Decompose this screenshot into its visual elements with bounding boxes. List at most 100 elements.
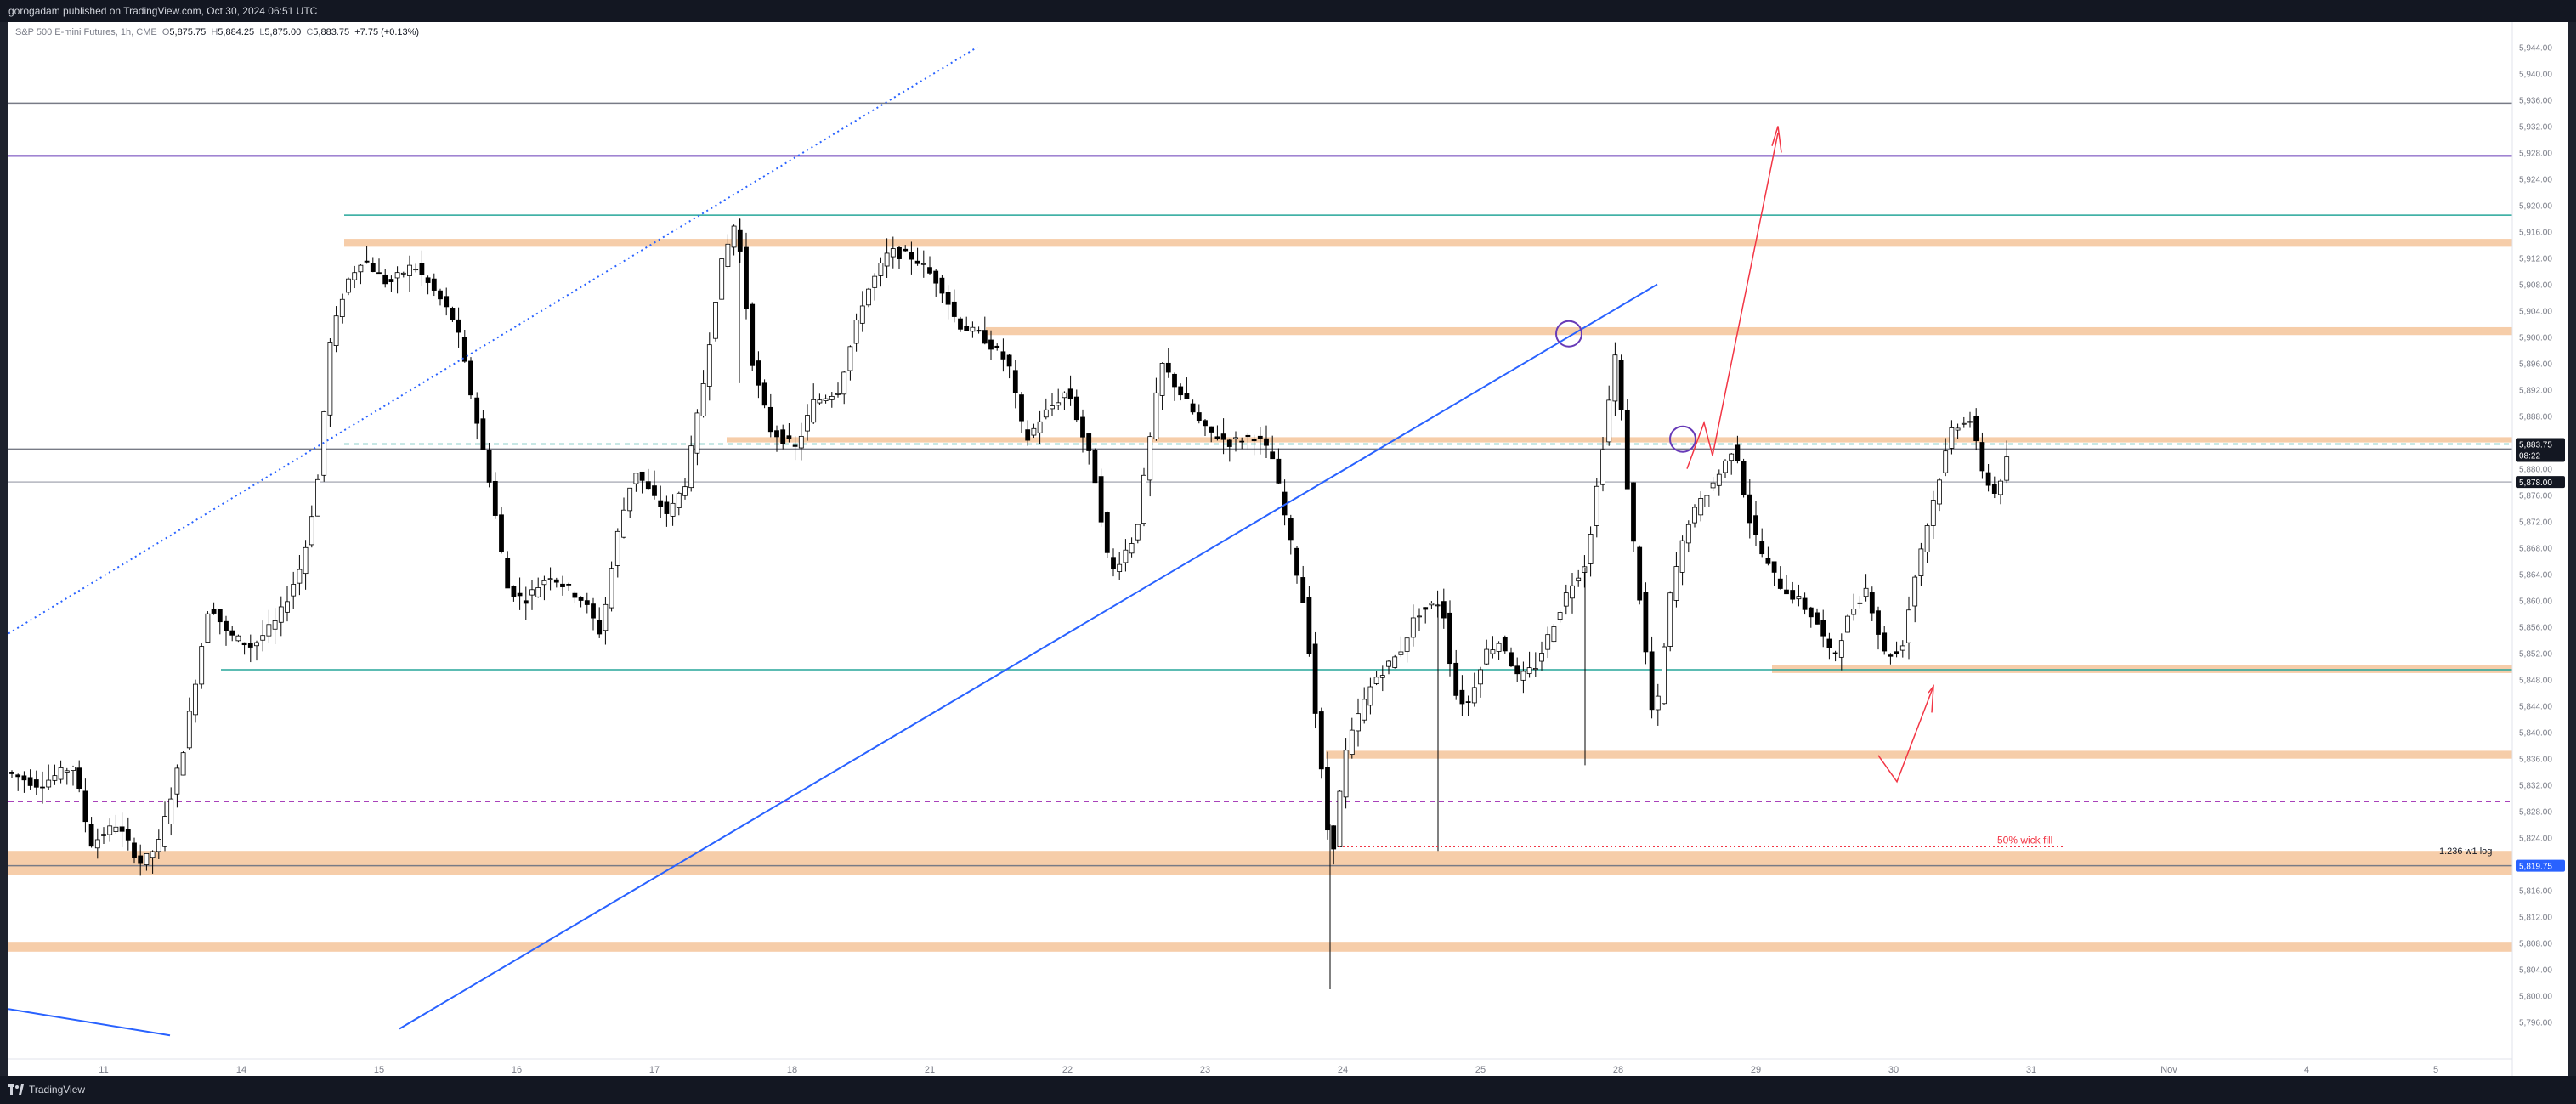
x-tick-label: 18	[787, 1065, 797, 1075]
candle-up	[713, 302, 718, 339]
candle-down	[1735, 444, 1741, 461]
candle-down	[909, 252, 914, 260]
candle-up	[107, 825, 113, 835]
candle-down	[444, 296, 450, 308]
candle-down	[76, 767, 82, 789]
candle-down	[388, 279, 394, 282]
candle-down	[1104, 512, 1110, 553]
candle-up	[1050, 405, 1055, 410]
candle-up	[1723, 460, 1728, 473]
candle-down	[1251, 439, 1257, 442]
candle-down	[1270, 451, 1276, 460]
candle-up	[315, 478, 320, 517]
candle-down	[897, 246, 902, 259]
chart-area[interactable]: 50% wick fill 1.236 w1 log 5,796.00 5,800.0…	[8, 22, 2568, 1076]
candle-down	[664, 501, 670, 514]
candle-down	[1257, 435, 1263, 439]
candle-up	[1367, 686, 1373, 706]
candle-up	[614, 530, 620, 566]
candle-up	[1906, 609, 1911, 643]
candle-down	[591, 603, 596, 619]
price-chart[interactable]: 50% wick fill 1.236 w1 log 5,796.00 5,800.0…	[8, 22, 2568, 1076]
candle-down	[1006, 354, 1012, 367]
candle-up	[1123, 549, 1129, 563]
candle-up	[272, 620, 278, 630]
y-tick-label: 5,844.00	[2519, 703, 2552, 712]
candle-up	[1141, 474, 1146, 524]
y-tick-label: 5,932.00	[2519, 123, 2552, 133]
candle-up	[1392, 656, 1398, 668]
candle-up	[1704, 495, 1710, 507]
candle-down	[645, 481, 651, 490]
candle-up	[1532, 668, 1538, 671]
candle-up	[1551, 626, 1557, 643]
candle-up	[1961, 422, 1967, 425]
x-tick-label: 24	[1338, 1065, 1348, 1075]
candle-down	[1184, 393, 1190, 399]
supply-demand-zone	[1326, 750, 2512, 759]
candle-up	[1129, 543, 1135, 554]
candle-down	[1086, 433, 1092, 451]
candle-down	[1441, 601, 1447, 619]
candle-up	[1539, 653, 1544, 662]
candle-down	[1771, 561, 1777, 573]
candle-up	[94, 839, 100, 849]
y-tick-label: 5,916.00	[2519, 229, 2552, 238]
supply-demand-zone	[727, 437, 2512, 443]
candle-up	[144, 853, 150, 865]
candle-down	[939, 277, 945, 294]
candle-down	[382, 274, 388, 285]
candle-down	[774, 430, 779, 438]
candle-up	[835, 393, 841, 395]
candle-up	[670, 502, 676, 517]
candle-down	[450, 308, 456, 320]
candle-up	[621, 509, 626, 538]
candle-down	[1985, 472, 1991, 486]
candle-down	[1203, 420, 1208, 427]
candle-down	[419, 263, 425, 275]
candle-down	[82, 790, 88, 823]
candle-down	[786, 435, 792, 439]
candle-up	[1570, 585, 1575, 599]
candle-up	[1851, 609, 1857, 615]
candle-down	[217, 609, 223, 623]
x-tick-label: 5	[2433, 1065, 2438, 1075]
x-tick-label: 16	[512, 1065, 522, 1075]
open-label: O	[161, 27, 170, 37]
candle-down	[33, 779, 39, 788]
candle-down	[737, 229, 743, 252]
candle-up	[327, 342, 333, 416]
candle-down	[767, 406, 773, 433]
candle-down	[1759, 541, 1765, 555]
candle-up	[303, 546, 309, 575]
candle-up	[1667, 592, 1673, 647]
candle-down	[584, 600, 590, 605]
y-tick-label: 5,876.00	[2519, 492, 2552, 501]
candle-down	[1741, 461, 1747, 495]
candle-down	[1331, 825, 1337, 850]
candle-down	[138, 855, 144, 864]
candle-up	[150, 851, 156, 858]
candle-up	[58, 767, 64, 780]
candle-down	[1178, 386, 1184, 396]
candle-down	[241, 642, 247, 646]
candle-down	[480, 418, 486, 450]
candle-up	[162, 816, 167, 847]
candle-up	[186, 711, 192, 749]
candle-down	[744, 246, 749, 309]
price-tag-countdown: 08:22	[2519, 452, 2540, 461]
y-tick-label: 5,816.00	[2519, 887, 2552, 897]
candle-up	[52, 775, 58, 781]
x-tick-label: 4	[2304, 1065, 2309, 1075]
tradingview-brand[interactable]: TradingView	[8, 1084, 85, 1096]
candle-down	[523, 600, 529, 604]
candle-up	[254, 642, 259, 647]
candle-up	[547, 578, 553, 580]
candle-down	[988, 339, 994, 350]
candle-up	[1918, 548, 1924, 577]
candle-down	[224, 620, 229, 631]
candle-up	[46, 779, 52, 788]
candle-down	[1643, 592, 1649, 653]
candle-down	[431, 278, 437, 291]
descending-trendline	[8, 1008, 171, 1037]
